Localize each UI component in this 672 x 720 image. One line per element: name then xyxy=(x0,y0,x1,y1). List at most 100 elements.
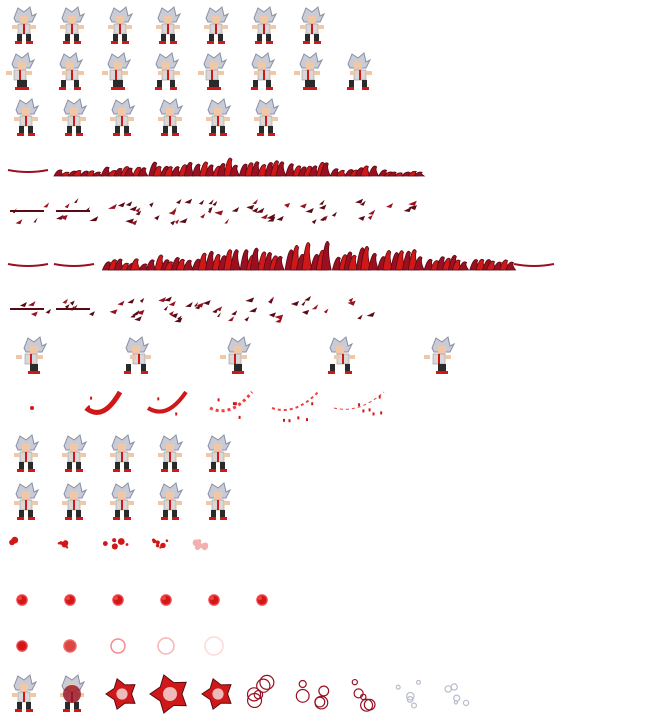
sprite-frame xyxy=(148,161,195,177)
sprite-frame xyxy=(112,594,124,606)
sprite-frame xyxy=(10,202,50,225)
sprite-frame xyxy=(290,295,329,315)
sprite-frame xyxy=(30,406,34,410)
sprite-frame xyxy=(7,263,49,267)
sprite-frame xyxy=(300,6,326,44)
sprite-frame xyxy=(156,6,182,44)
sprite-frame xyxy=(10,301,52,317)
sprite-frame xyxy=(284,199,328,225)
sprite-frame xyxy=(124,336,151,374)
sprite-frame xyxy=(208,594,220,606)
sprite-frame xyxy=(60,674,86,712)
sprite-frame xyxy=(284,240,332,271)
sprite-frame xyxy=(100,166,149,177)
sprite-frame xyxy=(62,482,88,520)
sprite-frame xyxy=(198,52,228,90)
sprite-frame xyxy=(347,52,372,90)
sprite-frame xyxy=(252,6,278,44)
sprite-frame xyxy=(206,434,232,472)
sprite-frame xyxy=(110,98,136,136)
sprite-frame xyxy=(158,98,184,136)
sprite-frame xyxy=(513,263,555,267)
sprite-row-character-cast-alt xyxy=(14,482,232,520)
sprite-frame xyxy=(424,336,456,374)
sprite-frame xyxy=(206,98,232,136)
sprite-frame xyxy=(329,165,380,177)
sprite-frame xyxy=(84,390,123,415)
sprite-frame xyxy=(6,52,36,90)
sprite-frame xyxy=(209,391,254,419)
sprite-row-character-jump xyxy=(14,98,280,136)
sprite-frame xyxy=(386,200,418,212)
sprite-frame xyxy=(191,249,241,271)
sprite-frame xyxy=(160,594,172,606)
sprite-frame xyxy=(108,6,134,44)
sprite-frame xyxy=(347,297,375,320)
sprite-row-orb-flicker xyxy=(16,594,268,606)
sprite-frame xyxy=(423,254,470,271)
sprite-frame xyxy=(220,336,252,374)
sprite-frame xyxy=(56,197,99,222)
sprite-frame xyxy=(204,636,224,656)
sprite-row-character-cast xyxy=(14,434,232,472)
sprite-frame xyxy=(60,6,86,44)
sprite-frame xyxy=(191,157,241,177)
sprite-frame xyxy=(56,298,95,317)
sprite-frame xyxy=(295,679,330,710)
sprite-frame xyxy=(102,52,132,90)
sprite-row-blood-burst-shards xyxy=(10,197,418,226)
sprite-frame xyxy=(328,336,355,374)
sprite-frame xyxy=(149,674,187,714)
sprite-frame xyxy=(157,637,175,655)
sprite-row-projectile-spray xyxy=(9,536,209,551)
sprite-frame xyxy=(254,98,280,136)
sprite-frame xyxy=(59,52,84,90)
sprite-row-blood-wave-dense xyxy=(7,157,426,177)
sprite-row-explosion-blood-burst xyxy=(12,674,470,714)
sprite-frame xyxy=(204,6,230,44)
sprite-frame xyxy=(146,390,188,416)
sprite-frame xyxy=(378,169,426,177)
sprite-frame xyxy=(149,198,193,226)
sprite-frame xyxy=(107,201,142,226)
sprite-frame xyxy=(14,98,40,136)
sprite-frame xyxy=(110,638,126,654)
sprite-row-blood-wave-tall xyxy=(7,240,555,271)
sprite-frame xyxy=(151,538,169,549)
sprite-frame xyxy=(376,249,425,271)
sprite-frame xyxy=(158,434,184,472)
sprite-frame xyxy=(251,52,276,90)
sprite-frame xyxy=(271,391,319,423)
sprite-frame xyxy=(155,52,180,90)
sprite-frame xyxy=(239,247,285,271)
sprite-frame xyxy=(105,677,136,711)
sprite-row-character-idle xyxy=(12,6,326,44)
sprite-frame xyxy=(12,674,38,712)
sprite-row-blood-burst-fragments xyxy=(10,295,375,323)
sprite-frame xyxy=(444,683,470,707)
sprite-frame xyxy=(192,539,209,551)
sprite-frame xyxy=(206,482,232,520)
sprite-frame xyxy=(57,540,69,549)
sprite-frame xyxy=(256,594,268,606)
sprite-frame xyxy=(14,434,40,472)
sprite-frame xyxy=(53,169,104,177)
sprite-frame xyxy=(469,258,517,271)
sprite-frame xyxy=(110,482,136,520)
sprite-frame xyxy=(246,199,284,222)
sprite-frame xyxy=(246,674,275,709)
sprite-frame xyxy=(53,263,95,267)
sprite-frame xyxy=(9,536,19,546)
sprite-frame xyxy=(194,300,238,322)
sprite-frame xyxy=(62,98,88,136)
sprite-frame xyxy=(12,6,38,44)
sprite-frame xyxy=(244,296,284,323)
sprite-frame xyxy=(333,391,385,416)
sprite-frame xyxy=(110,434,136,472)
sprite-frame xyxy=(14,482,40,520)
sprite-frame xyxy=(331,198,376,221)
sprite-frame xyxy=(201,677,232,711)
sprite-frame xyxy=(16,594,28,606)
